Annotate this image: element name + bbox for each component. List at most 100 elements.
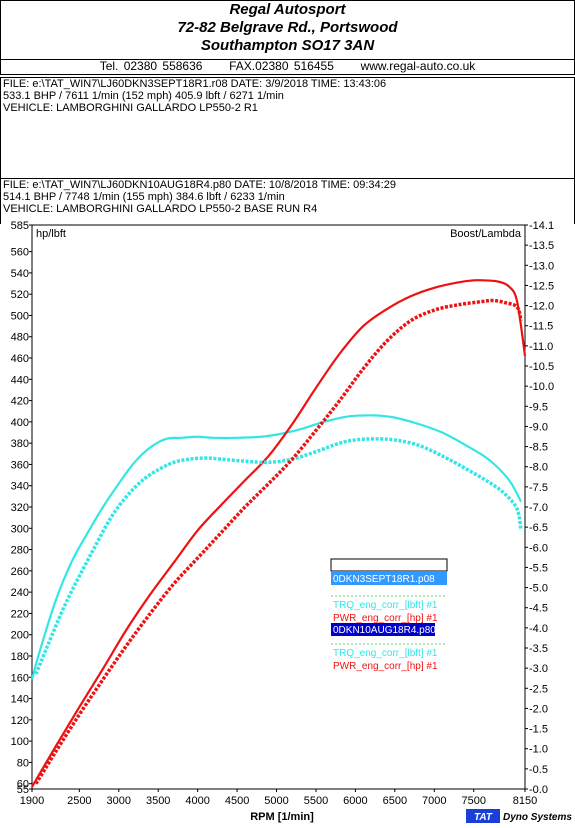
x-tick-label: 3500 xyxy=(146,795,170,807)
y-tick-label: 420 xyxy=(11,396,29,408)
y-tick-label: 200 xyxy=(11,630,29,642)
y2-axis-label: Boost/Lambda xyxy=(450,228,522,240)
torque-line-run2 xyxy=(34,437,523,675)
y-tick-label: 160 xyxy=(11,672,29,684)
website: www.regal-auto.co.uk xyxy=(360,59,476,73)
run2-file: FILE: e:\TAT_WIN7\LJ60DKN10AUG18R4.p80 D… xyxy=(3,179,396,191)
run1-result: 533.1 BHP / 7611 1/min (152 mph) 405.9 l… xyxy=(3,90,284,102)
plot-area xyxy=(31,224,526,790)
power-line-run2 xyxy=(34,298,523,785)
y-tick-label: 280 xyxy=(11,545,29,557)
y-tick-label: 60 xyxy=(17,779,29,791)
y2-tick-label: -5.0 xyxy=(529,583,548,595)
y2-tick-label: -6.5 xyxy=(529,522,548,534)
x-tick-label: 4000 xyxy=(185,795,209,807)
legend-box: 0DKN3SEPT18R1.p08 TRQ_eng_corr_[lbft] #1… xyxy=(330,558,448,672)
y-tick-label: 140 xyxy=(11,694,29,706)
y2-tick-label: -11.5 xyxy=(529,321,553,333)
y-tick-label: 240 xyxy=(11,587,29,599)
legend-run2-name: 0DKN10AUG18R4.p80 xyxy=(333,625,436,636)
y2-tick-label: -11.0 xyxy=(529,341,553,353)
y-tick-label: 400 xyxy=(11,417,29,429)
torque-line-run1 xyxy=(30,414,523,680)
x-tick-label: 5500 xyxy=(304,795,328,807)
y2-tick-label: -2.5 xyxy=(529,683,548,695)
address-line-2: Southampton SO17 3AN xyxy=(200,37,375,54)
y2-tick-label: -9.0 xyxy=(529,421,548,433)
power-line-run1 xyxy=(31,279,527,788)
y-tick-label: 300 xyxy=(11,523,29,535)
tat-logo: TAT Dyno Systems xyxy=(466,809,572,823)
x-tick-label: 2500 xyxy=(67,795,91,807)
x-tick-label: 7500 xyxy=(461,795,485,807)
y2-tick-label: -7.0 xyxy=(529,502,548,514)
y2-tick-label: -1.0 xyxy=(529,744,548,756)
x-tick-label: 1900 xyxy=(20,795,44,807)
y-tick-label: 55 xyxy=(17,784,29,796)
y-tick-label: 80 xyxy=(17,757,29,769)
legend-swatch xyxy=(330,558,448,572)
x-tick-label: 8150 xyxy=(513,795,537,807)
y2-tick-label: -10.0 xyxy=(529,381,554,393)
legend-run2-torque: TRQ_eng_corr_[lbft] #1 xyxy=(333,648,438,659)
x-axis-label: RPM [1/min] xyxy=(250,811,314,823)
legend-run2-power: PWR_eng_corr_[hp] #1 xyxy=(333,661,438,672)
legend-run2-highlight xyxy=(331,623,435,636)
legend-run1-highlight xyxy=(331,572,447,585)
y-tick-label: 585 xyxy=(11,220,29,232)
run2-info-box: FILE: e:\TAT_WIN7\LJ60DKN10AUG18R4.p80 D… xyxy=(0,178,575,224)
dyno-systems-text: Dyno Systems xyxy=(503,812,572,823)
y2-tick-label: -12.0 xyxy=(529,301,554,313)
y-tick-label: 520 xyxy=(11,289,29,301)
x-tick-label: 6000 xyxy=(343,795,367,807)
y-tick-label: 440 xyxy=(11,374,29,386)
x-tick-label: 5000 xyxy=(264,795,288,807)
legend-run1-torque: TRQ_eng_corr_[lbft] #1 xyxy=(333,600,438,611)
tat-badge xyxy=(466,809,500,823)
telephone: Tel. 02380 558636 xyxy=(99,59,203,73)
run1-vehicle: VEHICLE: LAMBORGHINI GALLARDO LP550-2 R1 xyxy=(3,102,258,114)
y-tick-label: 180 xyxy=(11,651,29,663)
y2-tick-label: -3.5 xyxy=(529,643,548,655)
contact-bar: Tel. 02380 558636 FAX.02380 516455 www.r… xyxy=(0,59,575,75)
address-line-1: 72-82 Belgrave Rd., Portswood xyxy=(177,19,398,36)
y-tick-label: 480 xyxy=(11,332,29,344)
run2-result: 514.1 BHP / 7748 1/min (155 mph) 384.6 l… xyxy=(3,191,285,203)
y-tick-label: 460 xyxy=(11,353,29,365)
y2-tick-label: -4.0 xyxy=(529,623,548,635)
y2-tick-label: -14.1 xyxy=(529,220,554,232)
fax: FAX.02380 516455 xyxy=(229,59,334,73)
y2-tick-label: -1.5 xyxy=(529,724,548,736)
y2-tick-label: -0.5 xyxy=(529,764,548,776)
y2-tick-label: -5.5 xyxy=(529,562,548,574)
y2-tick-label: -9.5 xyxy=(529,401,548,413)
y2-tick-label: -0.0 xyxy=(529,784,548,796)
y2-tick-label: -13.5 xyxy=(529,240,554,252)
y-tick-label: 340 xyxy=(11,481,29,493)
y2-tick-label: -6.0 xyxy=(529,542,548,554)
y-tick-label: 100 xyxy=(11,736,29,748)
y2-tick-label: -7.5 xyxy=(529,482,548,494)
y2-tick-label: -3.0 xyxy=(529,663,548,675)
legend-run1-power: PWR_eng_corr_[hp] #1 xyxy=(333,613,438,624)
y-tick-label: 540 xyxy=(11,268,29,280)
y-tick-label: 320 xyxy=(11,502,29,514)
y-tick-label: 220 xyxy=(11,608,29,620)
tat-text: TAT xyxy=(474,812,493,823)
y2-tick-label: -2.0 xyxy=(529,703,548,715)
x-tick-label: 4500 xyxy=(225,795,249,807)
y2-tick-label: -12.5 xyxy=(529,280,554,292)
y-tick-label: 260 xyxy=(11,566,29,578)
y-tick-label: 360 xyxy=(11,459,29,471)
y-tick-label: 500 xyxy=(11,310,29,322)
y2-tick-label: -4.5 xyxy=(529,603,548,615)
y-axis-label: hp/lbft xyxy=(36,228,66,240)
y-tick-label: 380 xyxy=(11,438,29,450)
y-tick-label: 560 xyxy=(11,247,29,259)
legend-run1-name: 0DKN3SEPT18R1.p08 xyxy=(333,574,435,585)
y-tick-label: 120 xyxy=(11,715,29,727)
report-header: Regal Autosport 72-82 Belgrave Rd., Port… xyxy=(0,0,575,60)
x-tick-label: 6500 xyxy=(383,795,407,807)
run2-vehicle: VEHICLE: LAMBORGHINI GALLARDO LP550-2 BA… xyxy=(3,203,318,215)
